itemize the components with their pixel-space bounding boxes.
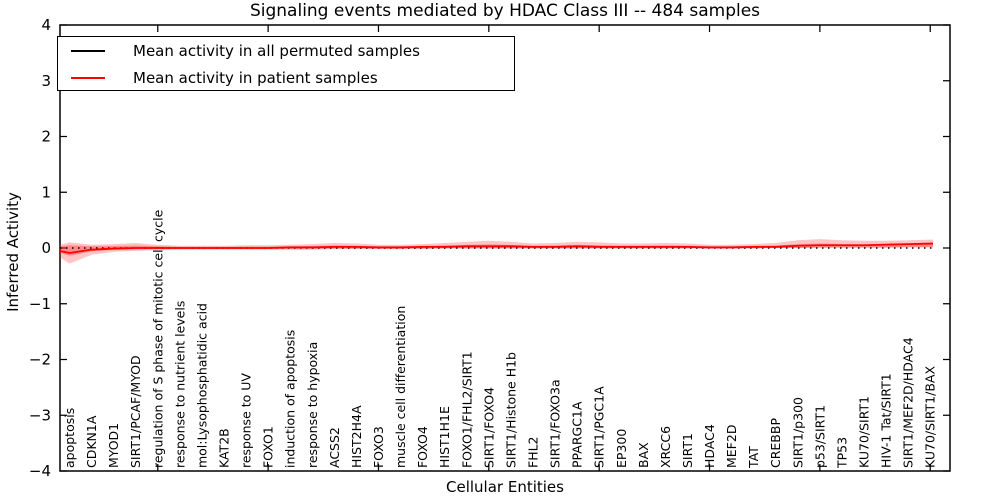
y-tick-label: −4 xyxy=(29,462,51,480)
category-label: response to nutrient levels xyxy=(172,301,187,468)
category-label: SIRT1/PGC1A xyxy=(592,386,607,468)
category-label: EP300 xyxy=(614,429,629,468)
category-label: SIRT1/Histone H1b xyxy=(503,352,518,468)
category-label: KU70/SIRT1 xyxy=(857,396,872,468)
category-label: SIRT1 xyxy=(680,433,695,468)
category-label: MYOD1 xyxy=(106,423,121,468)
category-label: TAT xyxy=(746,446,761,469)
x-axis-label: Cellular Entities xyxy=(446,478,564,496)
y-tick-label: 4 xyxy=(41,16,51,34)
category-label: response to UV xyxy=(239,373,254,468)
category-label: SIRT1/MEF2D/HDAC4 xyxy=(901,337,916,468)
category-label: KU70/SIRT1/BAX xyxy=(923,366,938,468)
y-tick-label: 3 xyxy=(41,72,51,90)
category-label: induction of apoptosis xyxy=(283,330,298,468)
y-tick-label: −1 xyxy=(29,295,51,313)
category-label: FOXO4 xyxy=(415,426,430,468)
legend-entry-patient: Mean activity in patient samples xyxy=(58,65,514,91)
category-label: regulation of S phase of mitotic cell cy… xyxy=(150,209,165,468)
category-label: FOXO1/FHL2/SIRT1 xyxy=(459,351,474,468)
y-tick-label: −3 xyxy=(29,406,51,424)
category-label: muscle cell differentiation xyxy=(393,306,408,468)
category-label: CDKN1A xyxy=(84,415,99,468)
category-label: HDAC4 xyxy=(702,424,717,468)
patient-mean-line xyxy=(59,242,933,254)
category-label: response to hypoxia xyxy=(305,342,320,468)
category-label: FOXO3 xyxy=(371,426,386,468)
category-label: TP53 xyxy=(834,437,849,469)
patient-band-outer xyxy=(60,239,933,264)
category-label: p53/SIRT1 xyxy=(812,405,827,468)
category-label: BAX xyxy=(636,442,651,468)
category-label: HIV-1 Tat/SIRT1 xyxy=(879,373,894,468)
legend-label-permuted: Mean activity in all permuted samples xyxy=(133,42,420,60)
y-tick-label: 0 xyxy=(41,239,51,257)
y-tick-label: −2 xyxy=(29,351,51,369)
category-label: apoptosis xyxy=(62,408,77,468)
y-tick-label: 2 xyxy=(41,128,51,146)
category-label: CREBBP xyxy=(768,418,783,468)
category-label: ACSS2 xyxy=(327,427,342,468)
category-label: SIRT1/FOXO3a xyxy=(548,379,563,468)
category-label: XRCC6 xyxy=(658,426,673,468)
category-label: mol:Lysophosphatidic acid xyxy=(194,303,209,468)
patient-line-sample xyxy=(71,77,105,79)
category-label: SIRT1/FOXO4 xyxy=(481,387,496,468)
legend-entry-permuted: Mean activity in all permuted samples xyxy=(58,38,514,64)
legend-label-patient: Mean activity in patient samples xyxy=(133,69,378,87)
category-label: HIST1H1E xyxy=(437,406,452,468)
chart-title: Signaling events mediated by HDAC Class … xyxy=(249,1,761,21)
category-label: KAT2B xyxy=(216,428,231,468)
legend: Mean activity in all permuted samples Me… xyxy=(57,36,515,91)
category-label: PPARGC1A xyxy=(570,401,585,468)
y-tick-label: 1 xyxy=(41,183,51,201)
category-label: FOXO1 xyxy=(261,426,276,468)
permuted-line-sample xyxy=(71,50,105,52)
category-label: SIRT1/p300 xyxy=(790,397,805,468)
category-label: SIRT1/PCAF/MYOD xyxy=(128,355,143,468)
category-label: FHL2 xyxy=(525,436,540,468)
category-label: MEF2D xyxy=(724,425,739,468)
y-axis-label: Inferred Activity xyxy=(4,192,22,312)
category-label: HIST2H4A xyxy=(349,405,364,468)
